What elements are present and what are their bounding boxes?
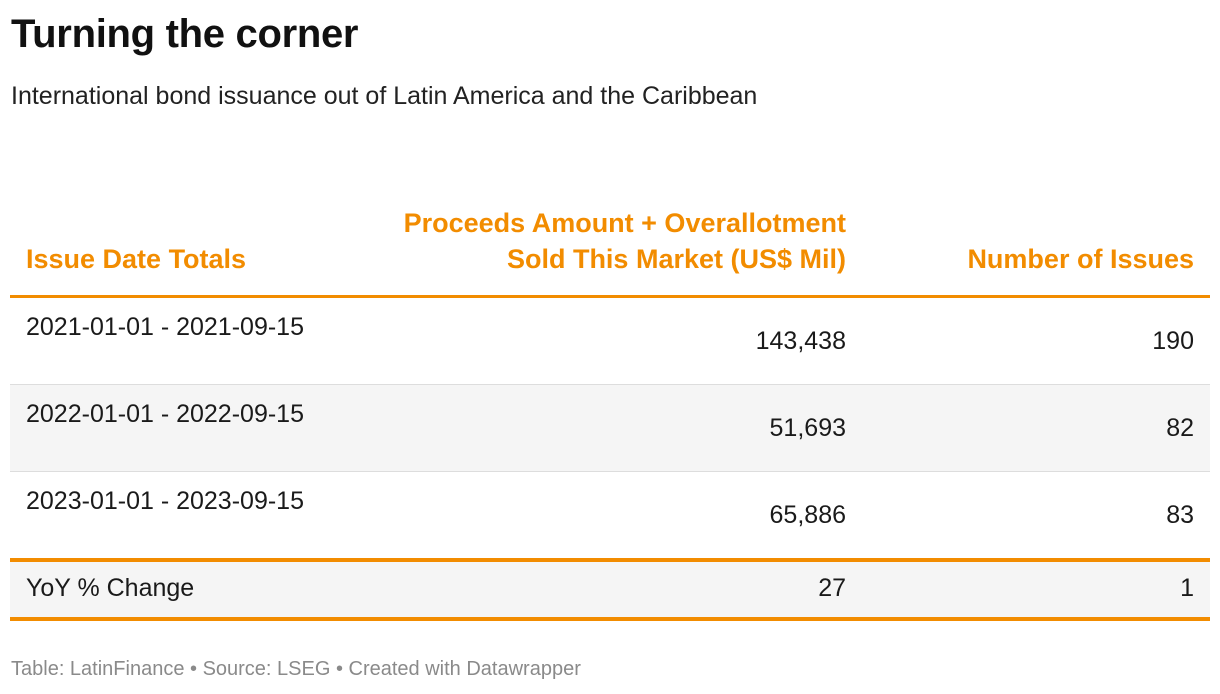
cell-proceeds: 65,886 [769,501,846,529]
column-header-issue-date: Issue Date Totals [26,244,247,274]
cell-total-issues: 1 [1180,574,1194,602]
cell-total-label: YoY % Change [26,574,195,602]
table-row: 2022-01-01 - 2022-09-15 51,693 82 [10,385,1210,472]
chart-title: Turning the corner [11,12,359,56]
cell-total-proceeds: 27 [818,574,846,602]
data-table: Issue Date Totals Proceeds Amount + Over… [10,160,1210,621]
cell-period: 2023-01-01 - 2023-09-15 [26,487,304,515]
cell-proceeds: 143,438 [755,327,846,355]
table-row: 2023-01-01 - 2023-09-15 65,886 83 [10,472,1210,558]
cell-issues: 82 [1166,414,1194,442]
table-total-row: YoY % Change 27 1 [10,558,1210,621]
chart-subtitle: International bond issuance out of Latin… [11,82,758,110]
column-header-number-of-issues: Number of Issues [967,244,1194,274]
cell-period: 2022-01-01 - 2022-09-15 [26,400,304,428]
chart-footer: Table: LatinFinance • Source: LSEG • Cre… [11,658,581,680]
cell-issues: 83 [1166,501,1194,529]
cell-period: 2021-01-01 - 2021-09-15 [26,313,304,341]
column-header-proceeds: Proceeds Amount + Overallotment Sold Thi… [403,208,846,274]
cell-issues: 190 [1152,327,1194,355]
cell-proceeds: 51,693 [769,414,846,442]
table-row: 2021-01-01 - 2021-09-15 143,438 190 [10,298,1210,385]
table-header-row: Issue Date Totals Proceeds Amount + Over… [10,160,1210,298]
